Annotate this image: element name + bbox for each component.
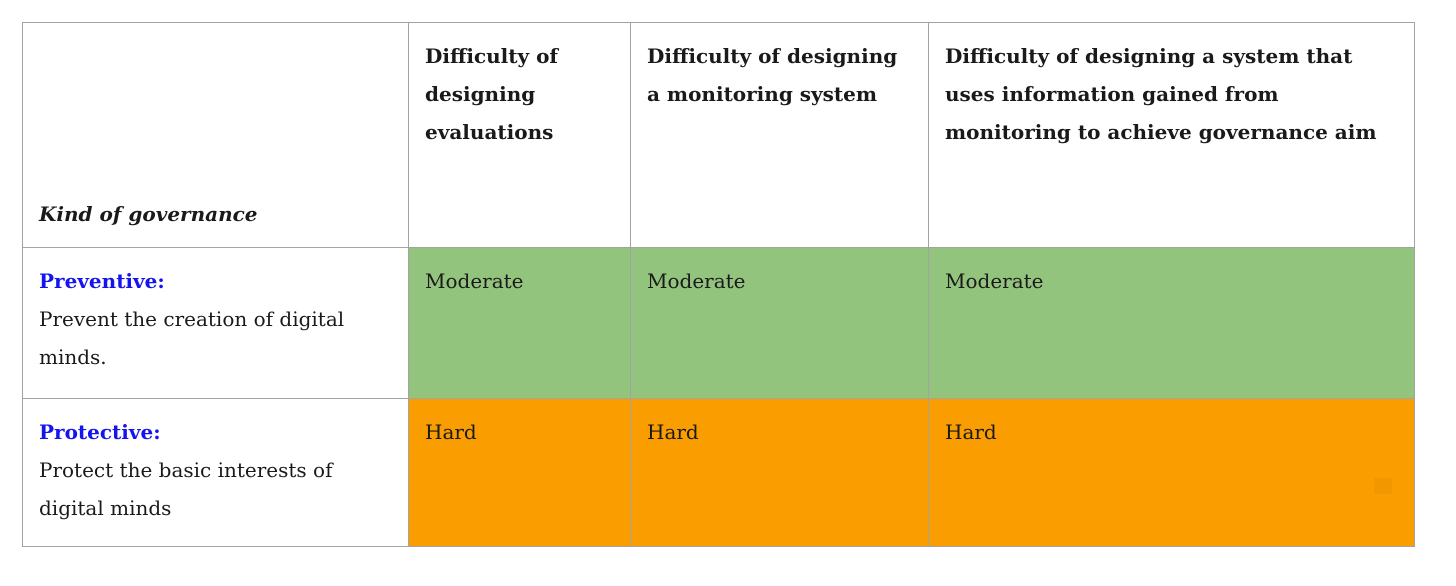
corner-header-cell: Kind of governance (22, 22, 409, 248)
row-protective: Protective: Protect the basic interests … (22, 398, 1415, 547)
column-header-monitoring-system-label: Difficulty of designing a monitoring sys… (647, 44, 898, 106)
row-preventive: Preventive: Prevent the creation of digi… (22, 247, 1415, 399)
column-header-evaluations: Difficulty of designing evaluations (408, 22, 631, 248)
header-row: Kind of governance Difficulty of designi… (22, 22, 1415, 248)
row-label-protective: Protective: (39, 420, 161, 444)
cell-protective-governance-aim: Hard (928, 398, 1415, 547)
row-description-protective: Protect the basic interests of digital m… (39, 458, 333, 520)
column-header-evaluations-label: Difficulty of designing evaluations (425, 44, 559, 144)
cell-protective-evaluations: Hard (408, 398, 631, 547)
cell-protective-governance-aim-value: Hard (945, 420, 997, 444)
cell-protective-evaluations-value: Hard (425, 420, 477, 444)
selection-artifact (1374, 478, 1392, 494)
cell-preventive-evaluations: Moderate (408, 247, 631, 399)
row-label-preventive: Preventive: (39, 269, 165, 293)
governance-difficulty-table: Kind of governance Difficulty of designi… (22, 22, 1415, 547)
cell-preventive-monitoring-system: Moderate (630, 247, 929, 399)
column-header-governance-aim-label: Difficulty of designing a system that us… (945, 44, 1377, 144)
cell-protective-monitoring-system-value: Hard (647, 420, 699, 444)
cell-protective-monitoring-system: Hard (630, 398, 929, 547)
row-header-protective: Protective: Protect the basic interests … (22, 398, 409, 547)
row-description-preventive: Prevent the creation of digital minds. (39, 307, 345, 369)
column-header-governance-aim: Difficulty of designing a system that us… (928, 22, 1415, 248)
row-header-preventive: Preventive: Prevent the creation of digi… (22, 247, 409, 399)
cell-preventive-monitoring-system-value: Moderate (647, 269, 746, 293)
cell-preventive-evaluations-value: Moderate (425, 269, 524, 293)
corner-header-label: Kind of governance (39, 202, 258, 226)
cell-preventive-governance-aim-value: Moderate (945, 269, 1044, 293)
column-header-monitoring-system: Difficulty of designing a monitoring sys… (630, 22, 929, 248)
cell-preventive-governance-aim: Moderate (928, 247, 1415, 399)
